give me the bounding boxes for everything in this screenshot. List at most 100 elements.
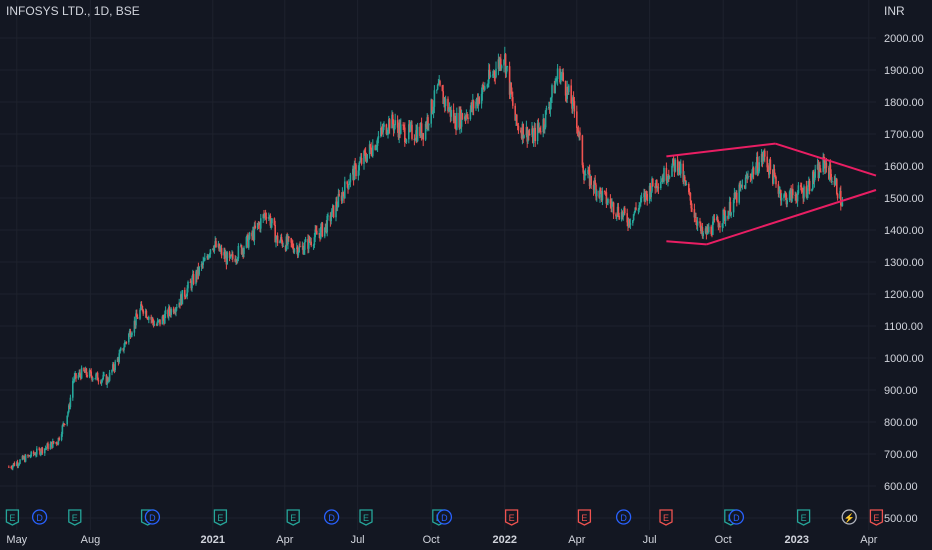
earnings-marker[interactable]: E xyxy=(5,509,20,526)
earnings-negative-marker[interactable]: E xyxy=(659,509,673,526)
candle-body xyxy=(775,176,777,185)
candle-body xyxy=(119,350,121,354)
candle-body xyxy=(773,169,776,176)
y-tick-label: 1000.00 xyxy=(884,353,924,365)
earnings-marker[interactable]: E xyxy=(213,509,228,526)
candle-body xyxy=(549,102,552,110)
candle-body xyxy=(164,314,166,324)
marker-shield xyxy=(796,509,811,526)
candle-body xyxy=(789,188,792,192)
candle-body xyxy=(481,85,484,94)
earnings-negative-marker[interactable]: E xyxy=(869,509,884,526)
candle-body xyxy=(111,369,113,373)
dividend-marker[interactable]: D xyxy=(323,509,340,525)
earnings-negative-marker[interactable]: E xyxy=(577,509,592,526)
earnings-marker[interactable]: E xyxy=(796,509,811,526)
earnings-marker[interactable]: E xyxy=(359,509,373,526)
dividend-marker[interactable]: D xyxy=(31,509,48,525)
dividend-marker[interactable]: D xyxy=(615,509,632,525)
candle-body xyxy=(377,136,380,139)
candle-body xyxy=(460,113,463,127)
earnings-marker[interactable]: E xyxy=(286,509,300,526)
candle-body xyxy=(616,215,618,217)
split-marker[interactable]: ⚡ xyxy=(841,509,857,525)
candle-body xyxy=(107,378,109,382)
trendline[interactable] xyxy=(666,240,707,246)
candle-body xyxy=(475,101,477,109)
candle-body xyxy=(780,190,782,201)
candle-body xyxy=(561,72,564,75)
trendline[interactable] xyxy=(706,189,877,246)
marker-label: E xyxy=(9,513,15,523)
dividend-marker[interactable]: D xyxy=(728,509,745,525)
marker-circle xyxy=(728,509,745,525)
candle-body xyxy=(56,442,58,444)
candle-body xyxy=(665,167,668,181)
candle-body xyxy=(606,202,608,204)
candle-body xyxy=(702,232,704,237)
candle-body xyxy=(92,378,94,380)
candle-body xyxy=(186,288,188,297)
earnings-marker[interactable]: E xyxy=(68,509,82,526)
candle-body xyxy=(439,81,441,86)
candle-body xyxy=(762,156,764,162)
time-axis[interactable]: May Aug 2021 Apr Jul Oct 2022 Apr Jul Oct 2023 Apr xyxy=(6,534,877,546)
marker-label: E xyxy=(873,513,879,523)
candle-body xyxy=(576,111,578,128)
candle-body xyxy=(769,159,772,171)
candle-body xyxy=(543,119,545,129)
candle-body xyxy=(404,127,406,143)
trendline[interactable] xyxy=(666,142,776,158)
candle-body xyxy=(780,198,783,201)
candle-body xyxy=(288,236,290,239)
candle-body xyxy=(629,223,632,226)
candle-body xyxy=(340,195,343,201)
x-tick-label: Aug xyxy=(81,534,101,546)
candle-body xyxy=(688,183,690,193)
candle-body xyxy=(464,116,467,118)
candle-body xyxy=(674,159,676,172)
candle-body xyxy=(833,181,836,185)
candle-body xyxy=(649,185,652,198)
candle-body xyxy=(755,166,757,175)
triangle-drawing[interactable] xyxy=(666,142,877,246)
dividend-marker[interactable]: D xyxy=(144,509,161,525)
candle-body xyxy=(433,90,436,107)
candle-body xyxy=(161,316,164,325)
marker-circle xyxy=(323,509,340,525)
trendline[interactable] xyxy=(774,142,877,177)
candle-body xyxy=(18,463,20,465)
price-axis[interactable]: 2000.00 1900.00 1800.00 1700.00 1600.00 1500.… xyxy=(884,33,924,525)
candle-body xyxy=(376,138,379,146)
candle-body xyxy=(454,115,456,129)
dividend-marker[interactable]: D xyxy=(436,509,453,525)
candle-body xyxy=(297,252,300,256)
marker-shield xyxy=(213,509,228,526)
event-markers[interactable]: EDEEDEEDEEDEEDEEDE⚡E xyxy=(5,509,884,526)
candle-body xyxy=(836,179,838,194)
candle-body xyxy=(140,304,142,310)
candle-body xyxy=(752,167,755,175)
candle-body xyxy=(666,180,668,182)
candle-body xyxy=(476,97,479,106)
candle-body xyxy=(492,71,495,75)
candle-body xyxy=(511,93,513,98)
candle-body xyxy=(413,138,416,140)
candle-body xyxy=(208,254,211,256)
candle-body xyxy=(478,97,480,104)
candle-body xyxy=(539,127,541,132)
candle-body xyxy=(645,191,648,194)
candle-body xyxy=(402,124,404,126)
candle-body xyxy=(405,139,408,143)
candle-body xyxy=(728,211,730,219)
candle-body xyxy=(279,241,281,244)
candle-body xyxy=(353,163,356,181)
candle-body xyxy=(79,372,81,375)
y-tick-label: 800.00 xyxy=(884,417,918,429)
candle-body xyxy=(363,150,365,164)
candle-body xyxy=(758,162,760,172)
candle-body xyxy=(540,131,542,133)
candle-body xyxy=(646,193,648,201)
earnings-negative-marker[interactable]: E xyxy=(504,509,519,526)
